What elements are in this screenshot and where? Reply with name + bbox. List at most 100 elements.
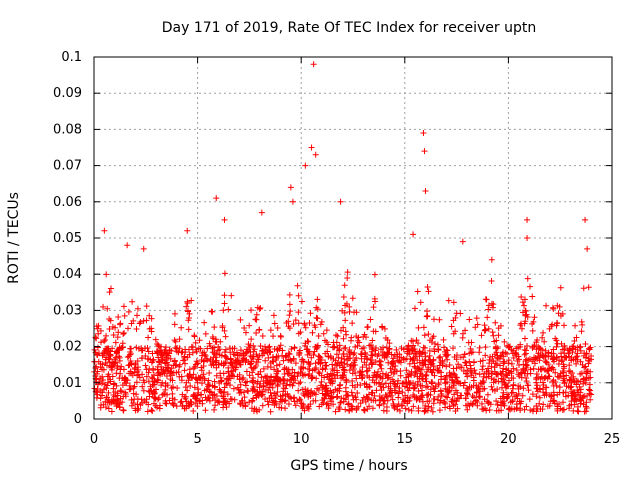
data-point xyxy=(535,353,542,360)
data-point xyxy=(140,387,147,394)
data-point xyxy=(371,369,378,376)
data-point xyxy=(239,357,246,364)
data-point xyxy=(449,398,456,405)
data-point xyxy=(560,361,567,368)
data-point xyxy=(556,384,563,391)
data-point xyxy=(540,379,547,386)
data-point xyxy=(145,348,152,355)
data-point xyxy=(227,360,234,367)
data-point xyxy=(536,400,543,407)
data-point xyxy=(104,382,111,389)
data-point xyxy=(418,387,425,394)
data-point xyxy=(104,305,111,312)
data-point xyxy=(299,298,306,305)
data-point xyxy=(145,334,152,341)
data-point xyxy=(244,378,251,385)
y-tick-label: 0.05 xyxy=(53,231,82,246)
data-point xyxy=(435,381,442,388)
data-point xyxy=(350,396,357,403)
data-point xyxy=(580,285,587,292)
data-point xyxy=(323,339,330,346)
data-point xyxy=(420,324,427,331)
data-point xyxy=(413,396,420,403)
data-point xyxy=(463,359,470,366)
data-point xyxy=(523,403,530,410)
data-point xyxy=(274,346,281,353)
data-point xyxy=(175,369,182,376)
data-point xyxy=(338,359,345,366)
data-point xyxy=(502,384,509,391)
data-point xyxy=(317,321,324,328)
data-point xyxy=(208,389,215,396)
data-point xyxy=(244,387,251,394)
data-point xyxy=(354,342,361,349)
data-point xyxy=(583,375,590,382)
data-point xyxy=(169,372,176,379)
data-point xyxy=(181,354,188,361)
data-point xyxy=(427,386,434,393)
data-point xyxy=(315,332,322,339)
data-point xyxy=(213,195,220,202)
data-point xyxy=(343,377,350,384)
data-point xyxy=(265,354,272,361)
data-point xyxy=(507,399,514,406)
data-point xyxy=(202,407,209,414)
data-point xyxy=(523,311,530,318)
data-point xyxy=(368,348,375,355)
data-point xyxy=(466,350,473,357)
data-point xyxy=(114,362,121,369)
data-point xyxy=(475,385,482,392)
data-point xyxy=(494,386,501,393)
data-point xyxy=(116,403,123,410)
data-point xyxy=(138,347,145,354)
data-point xyxy=(242,382,249,389)
data-point xyxy=(450,299,457,306)
data-point xyxy=(158,382,165,389)
data-point xyxy=(426,352,433,359)
data-point xyxy=(406,380,413,387)
data-point xyxy=(134,305,141,312)
data-point xyxy=(404,348,411,355)
data-point xyxy=(400,398,407,405)
data-point xyxy=(345,401,352,408)
data-point xyxy=(253,351,260,358)
data-point xyxy=(430,396,437,403)
data-point xyxy=(243,349,250,356)
data-point xyxy=(264,377,271,384)
data-point xyxy=(288,345,295,352)
data-point xyxy=(392,383,399,390)
data-point xyxy=(186,310,193,317)
data-point xyxy=(510,381,517,388)
data-point xyxy=(540,401,547,408)
data-point xyxy=(485,306,492,313)
data-point xyxy=(218,352,225,359)
data-point xyxy=(340,350,347,357)
data-point xyxy=(287,308,294,315)
data-point xyxy=(363,393,370,400)
data-point xyxy=(101,227,108,234)
data-point xyxy=(552,378,559,385)
data-point xyxy=(271,320,278,327)
x-tick-label: 10 xyxy=(293,432,310,447)
data-point xyxy=(164,359,171,366)
data-point xyxy=(143,303,150,310)
data-point xyxy=(229,345,236,352)
data-point xyxy=(517,322,524,329)
data-point xyxy=(132,364,139,371)
data-point xyxy=(141,379,148,386)
data-point xyxy=(369,337,376,344)
data-point xyxy=(196,337,203,344)
data-point xyxy=(554,405,561,412)
data-point xyxy=(330,355,337,362)
data-point xyxy=(453,356,460,363)
data-point xyxy=(103,271,110,278)
x-tick-label: 25 xyxy=(604,432,621,447)
data-point xyxy=(435,346,442,353)
data-point xyxy=(571,338,578,345)
data-point xyxy=(534,382,541,389)
data-point xyxy=(536,394,543,401)
data-point xyxy=(306,319,313,326)
data-point xyxy=(351,349,358,356)
data-point xyxy=(161,346,168,353)
